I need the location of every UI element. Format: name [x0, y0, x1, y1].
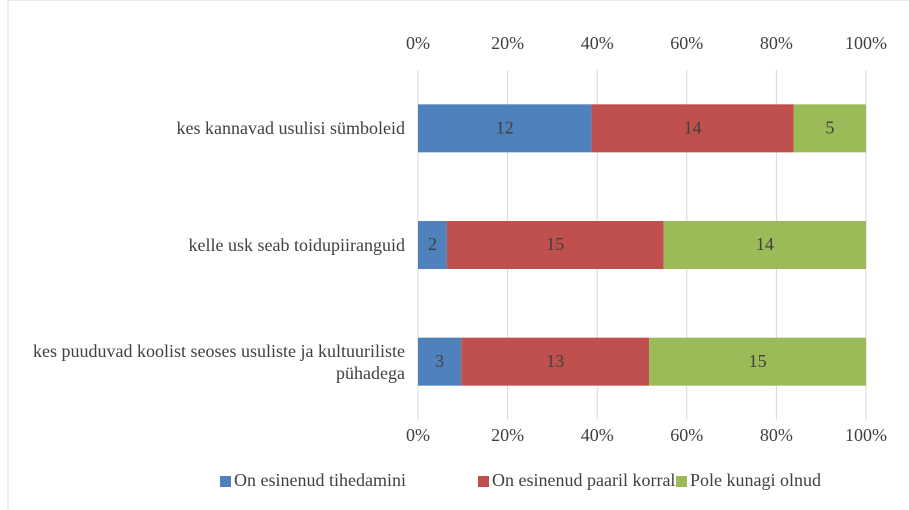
data-label: 14 [756, 234, 774, 254]
legend-label: Pole kunagi olnud [690, 470, 821, 490]
data-label: 3 [435, 351, 444, 371]
x-tick-label: 20% [491, 425, 524, 445]
data-label: 2 [428, 234, 437, 254]
bar-segment [591, 104, 794, 153]
category-label-box: kelle usk seab toidupiiranguid [188, 235, 405, 255]
data-label: 15 [749, 351, 767, 371]
y-tick-label: kelle usk seab toidupiiranguid [188, 235, 405, 255]
x-tick-label: 100% [845, 33, 887, 53]
bar-segment [418, 337, 462, 386]
data-label: 14 [684, 117, 702, 137]
bar-segment [418, 221, 447, 269]
legend-swatch [478, 476, 489, 487]
x-tick-label: 60% [670, 33, 703, 53]
x-tick-label: 60% [670, 425, 703, 445]
data-label: 13 [546, 351, 564, 371]
bar-segment [418, 104, 592, 153]
bar-segment [649, 337, 866, 386]
category-label-box: kes kannavad usulisi sümboleid [176, 118, 405, 139]
bar-segment [663, 221, 866, 269]
y-tick-label: kes puuduvad koolist seoses usuliste ja … [33, 340, 405, 383]
data-label: 5 [825, 117, 834, 137]
data-label: 15 [546, 234, 564, 254]
legend-swatch [220, 476, 231, 487]
x-tick-label: 0% [406, 33, 430, 53]
x-tick-label: 40% [581, 425, 614, 445]
x-tick-label: 40% [581, 33, 614, 53]
x-tick-label: 100% [845, 425, 887, 445]
y-tick-label: kes kannavad usulisi sümboleid [176, 118, 405, 139]
x-tick-label: 0% [406, 425, 430, 445]
legend-label: On esinenud tihedamini [234, 470, 406, 490]
bar-segment [461, 337, 650, 386]
bar-segment [446, 221, 664, 269]
bar-segment [793, 104, 866, 153]
chart-frame [7, 0, 909, 510]
x-tick-label: 80% [760, 425, 793, 445]
category-label-box: kes puuduvad koolist seoses usuliste ja … [33, 340, 405, 383]
data-label: 12 [496, 117, 514, 137]
legend-label: On esinenud paaril korral [492, 470, 675, 490]
legend-swatch [676, 476, 687, 487]
x-tick-label: 80% [760, 33, 793, 53]
x-tick-label: 20% [491, 33, 524, 53]
